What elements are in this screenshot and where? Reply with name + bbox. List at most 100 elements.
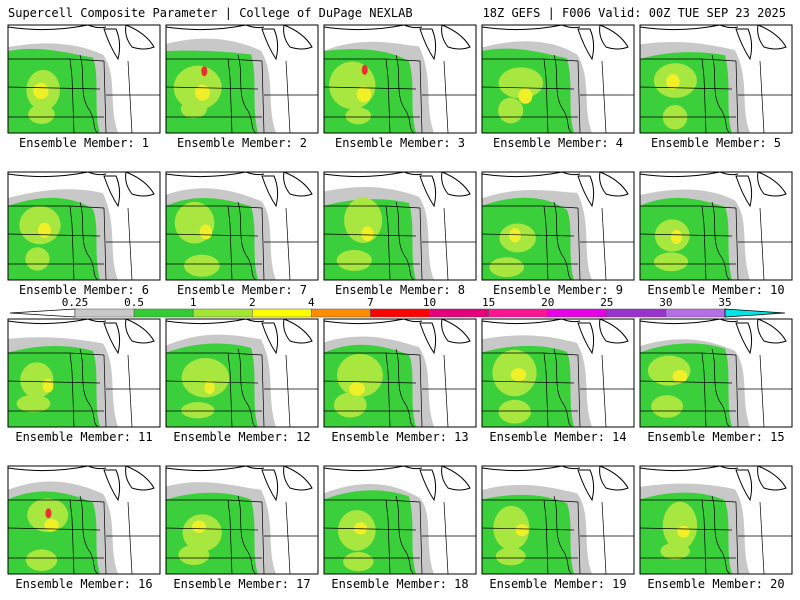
state-borders — [165, 352, 318, 428]
map-frame — [323, 24, 477, 134]
lake-michigan — [261, 469, 279, 502]
mississippi-river — [395, 495, 415, 575]
map-frame — [323, 318, 477, 428]
ensemble-member-map — [481, 465, 635, 575]
lake-michigan — [103, 175, 121, 208]
state-borders — [639, 499, 792, 575]
legend-tick: 10 — [422, 296, 437, 309]
map-frame — [7, 318, 161, 428]
map-frame — [639, 318, 793, 428]
member-caption: Ensemble Member: 1 — [18, 136, 150, 150]
mississippi-river — [237, 495, 257, 575]
lake-huron — [283, 171, 313, 197]
lake-michigan — [735, 28, 753, 61]
map-frame — [165, 171, 319, 281]
scp-contour-high — [662, 501, 698, 550]
legend-swatch — [606, 308, 667, 318]
member-caption: Ensemble Member: 11 — [15, 430, 153, 444]
lake-huron — [441, 171, 471, 197]
scp-contour-high — [498, 399, 531, 424]
legend-tick: 30 — [659, 296, 673, 309]
ensemble-member-map — [7, 318, 161, 428]
scp-contour-high — [333, 392, 367, 418]
scp-contour-higher — [361, 226, 374, 241]
lake-huron — [283, 24, 313, 50]
legend-swatch — [665, 308, 726, 318]
legend-swatch — [429, 308, 489, 318]
scp-contour-high — [184, 254, 220, 277]
scp-contour-higher — [199, 224, 213, 240]
map-frame — [481, 465, 635, 575]
state-borders — [481, 58, 634, 134]
map-frame — [7, 171, 161, 281]
scp-contour-higher — [349, 382, 365, 396]
state-borders — [323, 352, 476, 428]
legend-swatch — [74, 308, 135, 318]
map-frame — [165, 318, 319, 428]
scp-contour-high — [178, 544, 210, 566]
mississippi-river — [711, 201, 731, 281]
scp-contour-higher — [670, 229, 683, 245]
scp-contour-higher — [510, 368, 527, 382]
scp-contour-higher — [204, 380, 215, 395]
member-caption: Ensemble Member: 8 — [334, 283, 466, 297]
member-caption: Ensemble Member: 7 — [176, 283, 308, 297]
mississippi-river — [79, 348, 99, 428]
scp-contour-higher — [194, 84, 210, 101]
legend-swatch — [192, 308, 253, 318]
scp-contour-higher — [677, 525, 690, 538]
map-frame — [481, 24, 635, 134]
state-borders — [7, 58, 160, 134]
ensemble-member-map — [323, 465, 477, 575]
member-caption: Ensemble Member: 9 — [492, 283, 624, 297]
scp-contour-high — [489, 257, 525, 278]
member-caption: Ensemble Member: 15 — [647, 430, 785, 444]
state-borders — [7, 352, 160, 428]
lake-huron — [441, 318, 471, 344]
lake-huron — [283, 318, 313, 344]
mississippi-river — [711, 54, 731, 134]
map-frame — [165, 24, 319, 134]
ensemble-member-map — [323, 318, 477, 428]
scp-contour-higher — [672, 369, 688, 383]
lake-michigan — [735, 175, 753, 208]
lake-michigan — [419, 469, 437, 502]
scp-contour-higher — [666, 73, 680, 90]
scp-contour-high — [329, 61, 376, 110]
scp-contour-high — [182, 514, 222, 552]
mississippi-river — [237, 348, 257, 428]
member-caption: Ensemble Member: 4 — [492, 136, 624, 150]
lake-michigan — [419, 28, 437, 61]
lake-michigan — [419, 175, 437, 208]
scp-contour-higher — [33, 82, 49, 100]
ensemble-member-map — [7, 24, 161, 134]
lake-michigan — [577, 175, 595, 208]
state-borders — [639, 58, 792, 134]
ensemble-member-map — [165, 171, 319, 281]
lake-michigan — [577, 322, 595, 355]
ensemble-member-map — [165, 318, 319, 428]
scp-contour-high — [16, 394, 51, 413]
scp-contour-high — [25, 247, 50, 271]
map-frame — [481, 171, 635, 281]
mississippi-river — [237, 54, 257, 134]
mississippi-river — [79, 54, 99, 134]
mississippi-river — [553, 54, 573, 134]
scp-contour-high — [493, 505, 530, 551]
color-scale-legend — [9, 308, 786, 318]
member-caption: Ensemble Member: 20 — [647, 577, 785, 591]
scp-contour-higher — [515, 524, 529, 537]
legend-left-arrow — [9, 308, 76, 318]
map-frame — [7, 24, 161, 134]
ensemble-member-map — [165, 24, 319, 134]
state-borders — [165, 499, 318, 575]
ensemble-member-map — [481, 318, 635, 428]
legend-swatch — [547, 308, 608, 318]
lake-huron — [757, 318, 787, 344]
map-frame — [481, 318, 635, 428]
map-frame — [639, 171, 793, 281]
ensemble-member-map — [639, 465, 793, 575]
scp-contour-high — [345, 107, 372, 125]
mississippi-river — [711, 495, 731, 575]
